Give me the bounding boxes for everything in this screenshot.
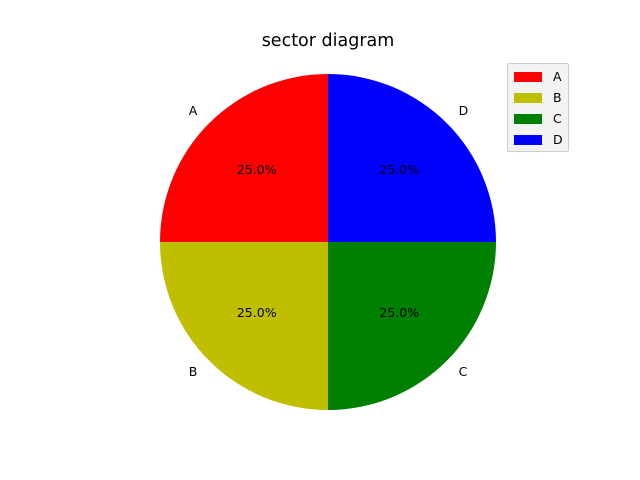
pie-slice-d	[328, 74, 496, 242]
pie-percent-label-b: 25.0%	[237, 305, 277, 320]
pie-labels: A 25.0% B 25.0% C 25.0% D 25.0%	[189, 103, 469, 379]
pie-slice-a	[160, 74, 328, 242]
legend-label-a: A	[553, 69, 562, 84]
pie-label-d: D	[459, 103, 469, 118]
pie-label-a: A	[189, 103, 198, 118]
pie-percent-label-c: 25.0%	[379, 305, 419, 320]
chart-legend: A B C D	[507, 63, 569, 152]
legend-label-b: B	[553, 90, 562, 105]
legend-swatch-a	[514, 72, 542, 82]
legend-label-d: D	[553, 132, 563, 147]
pie-percent-label-a: 25.0%	[237, 162, 277, 177]
legend-label-c: C	[553, 111, 562, 126]
legend-entry-b: B	[514, 90, 566, 105]
pie-slices	[160, 74, 496, 410]
legend-entry-c: C	[514, 111, 566, 126]
legend-entry-a: A	[514, 69, 566, 84]
legend-swatch-d	[514, 135, 542, 145]
pie-label-c: C	[459, 364, 468, 379]
pie-label-b: B	[189, 364, 198, 379]
legend-entry-d: D	[514, 132, 566, 147]
pie-percent-label-d: 25.0%	[379, 162, 419, 177]
chart-title: sector diagram	[261, 31, 395, 51]
legend-swatch-b	[514, 93, 542, 103]
legend-swatch-c	[514, 114, 542, 124]
pie-slice-b	[160, 242, 328, 410]
pie-slice-c	[328, 242, 496, 410]
